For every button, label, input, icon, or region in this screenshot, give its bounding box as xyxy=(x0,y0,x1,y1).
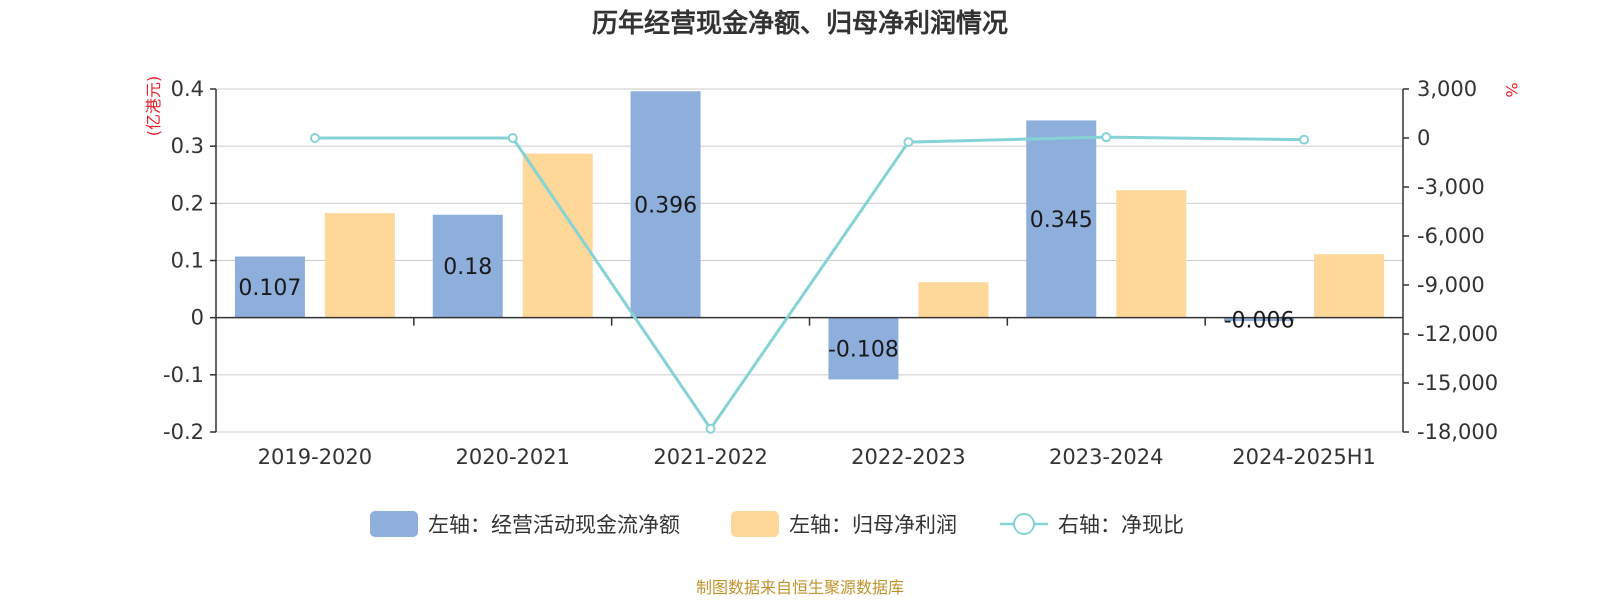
legend-label: 左轴：归母净利润 xyxy=(789,513,957,537)
legend-label: 右轴：净现比 xyxy=(1058,513,1184,537)
bar xyxy=(522,153,593,318)
bars xyxy=(234,91,1385,380)
right-tick-label: -3,000 xyxy=(1417,175,1485,199)
right-tick-label: 3,000 xyxy=(1417,77,1477,101)
right-tick-label: -12,000 xyxy=(1417,322,1498,346)
right-tick-label: 0 xyxy=(1417,126,1430,150)
right-axis-unit: % xyxy=(1502,82,1521,97)
data-label: 0.18 xyxy=(443,255,492,280)
source-note: 制图数据来自恒生聚源数据库 xyxy=(696,578,904,597)
ratio-point xyxy=(1299,134,1310,145)
x-tick-label: 2019-2020 xyxy=(258,445,372,469)
bar xyxy=(630,91,701,318)
ratio-point xyxy=(705,423,716,434)
data-label: 0.345 xyxy=(1030,208,1093,233)
bar xyxy=(1224,317,1295,322)
bar xyxy=(1026,120,1097,318)
bar xyxy=(1116,190,1187,318)
left-tick-label: 0.2 xyxy=(171,191,204,215)
right-tick-label: -6,000 xyxy=(1417,224,1485,248)
bar-labels: 0.107 0.18 0.396 -0.108 0.345 -0.006 xyxy=(238,193,1294,362)
data-label: -0.006 xyxy=(1224,308,1295,333)
data-label: 0.396 xyxy=(634,193,697,218)
ratio-point xyxy=(309,133,320,143)
legend-swatch xyxy=(370,511,418,537)
x-tick-label: 2023-2024 xyxy=(1049,445,1163,469)
x-tick-label: 2022-2023 xyxy=(851,445,965,469)
x-tick-label: 2020-2021 xyxy=(456,445,570,469)
right-tick-label: -15,000 xyxy=(1417,371,1498,395)
bar xyxy=(432,214,503,318)
ratio-point xyxy=(903,137,914,148)
legend-swatch xyxy=(731,511,779,537)
x-tick-label: 2024-2025H1 xyxy=(1232,445,1376,469)
bar xyxy=(234,256,305,318)
ratio-line-path xyxy=(314,135,1305,432)
bar xyxy=(828,317,899,380)
ratio-point xyxy=(1101,132,1112,143)
chart-title: 历年经营现金净额、归母净利润情况 xyxy=(592,8,1008,39)
legend-swatch-marker xyxy=(1013,513,1035,535)
ratio-point xyxy=(507,133,518,143)
left-tick-label: 0.1 xyxy=(171,249,204,273)
bar xyxy=(1314,254,1385,318)
grid-lines xyxy=(216,88,1403,433)
left-tick-label: 0.4 xyxy=(171,77,204,101)
legend-label: 左轴：经营活动现金流净额 xyxy=(428,513,680,537)
bar xyxy=(918,282,989,318)
left-tick-label: -0.2 xyxy=(163,420,204,444)
left-tick-label: 0 xyxy=(191,306,204,330)
bar xyxy=(324,213,395,318)
left-tick-label: 0.3 xyxy=(171,134,204,158)
left-tick-label: -0.1 xyxy=(163,363,204,387)
legend[interactable]: 左轴：经营活动现金流净额 左轴：归母净利润 右轴：净现比 xyxy=(370,511,1184,537)
data-label: 0.107 xyxy=(238,276,301,301)
right-tick-label: -9,000 xyxy=(1417,273,1485,297)
ratio-line xyxy=(309,132,1310,434)
right-tick-label: -18,000 xyxy=(1417,420,1498,444)
axes: 0.4 0.3 0.2 0.1 0 -0.1 -0.2 3,000 0 -3,000 -6,000 -… xyxy=(163,77,1498,469)
left-axis-unit: (亿港元) xyxy=(144,76,163,137)
x-tick-label: 2021-2022 xyxy=(653,445,767,469)
data-label: -0.108 xyxy=(828,338,899,363)
